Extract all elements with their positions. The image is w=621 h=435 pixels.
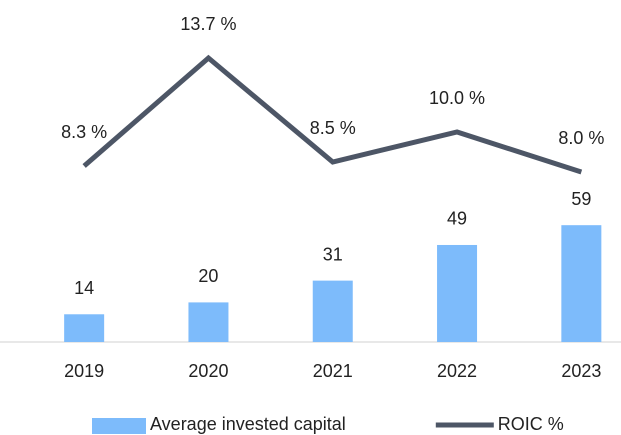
line [82, 54, 583, 175]
x-tick-label: 2023 [561, 361, 601, 381]
x-tick-label: 2020 [188, 361, 228, 381]
bar-value-label: 14 [74, 278, 94, 298]
bar [188, 302, 229, 342]
legend-label: Average invested capital [150, 414, 346, 434]
x-tick-label: 2021 [313, 361, 353, 381]
legend-label: ROIC % [498, 414, 564, 434]
line-value-label: 13.7 % [180, 14, 236, 34]
line-value-label: 8.5 % [310, 118, 356, 138]
bar [64, 314, 105, 342]
line-value-label: 8.3 % [61, 122, 107, 142]
bar-value-label: 49 [447, 209, 467, 229]
bar [312, 280, 353, 342]
bar-value-label: 59 [571, 189, 591, 209]
legend-swatch [92, 418, 146, 434]
x-tick-label: 2022 [437, 361, 477, 381]
bar [437, 244, 478, 342]
x-tick-label: 2019 [64, 361, 104, 381]
bar [561, 225, 602, 342]
line-value-label: 8.0 % [558, 128, 604, 148]
line-value-label: 10.0 % [429, 88, 485, 108]
bar-value-label: 20 [198, 266, 218, 286]
bar-value-label: 31 [323, 244, 343, 264]
